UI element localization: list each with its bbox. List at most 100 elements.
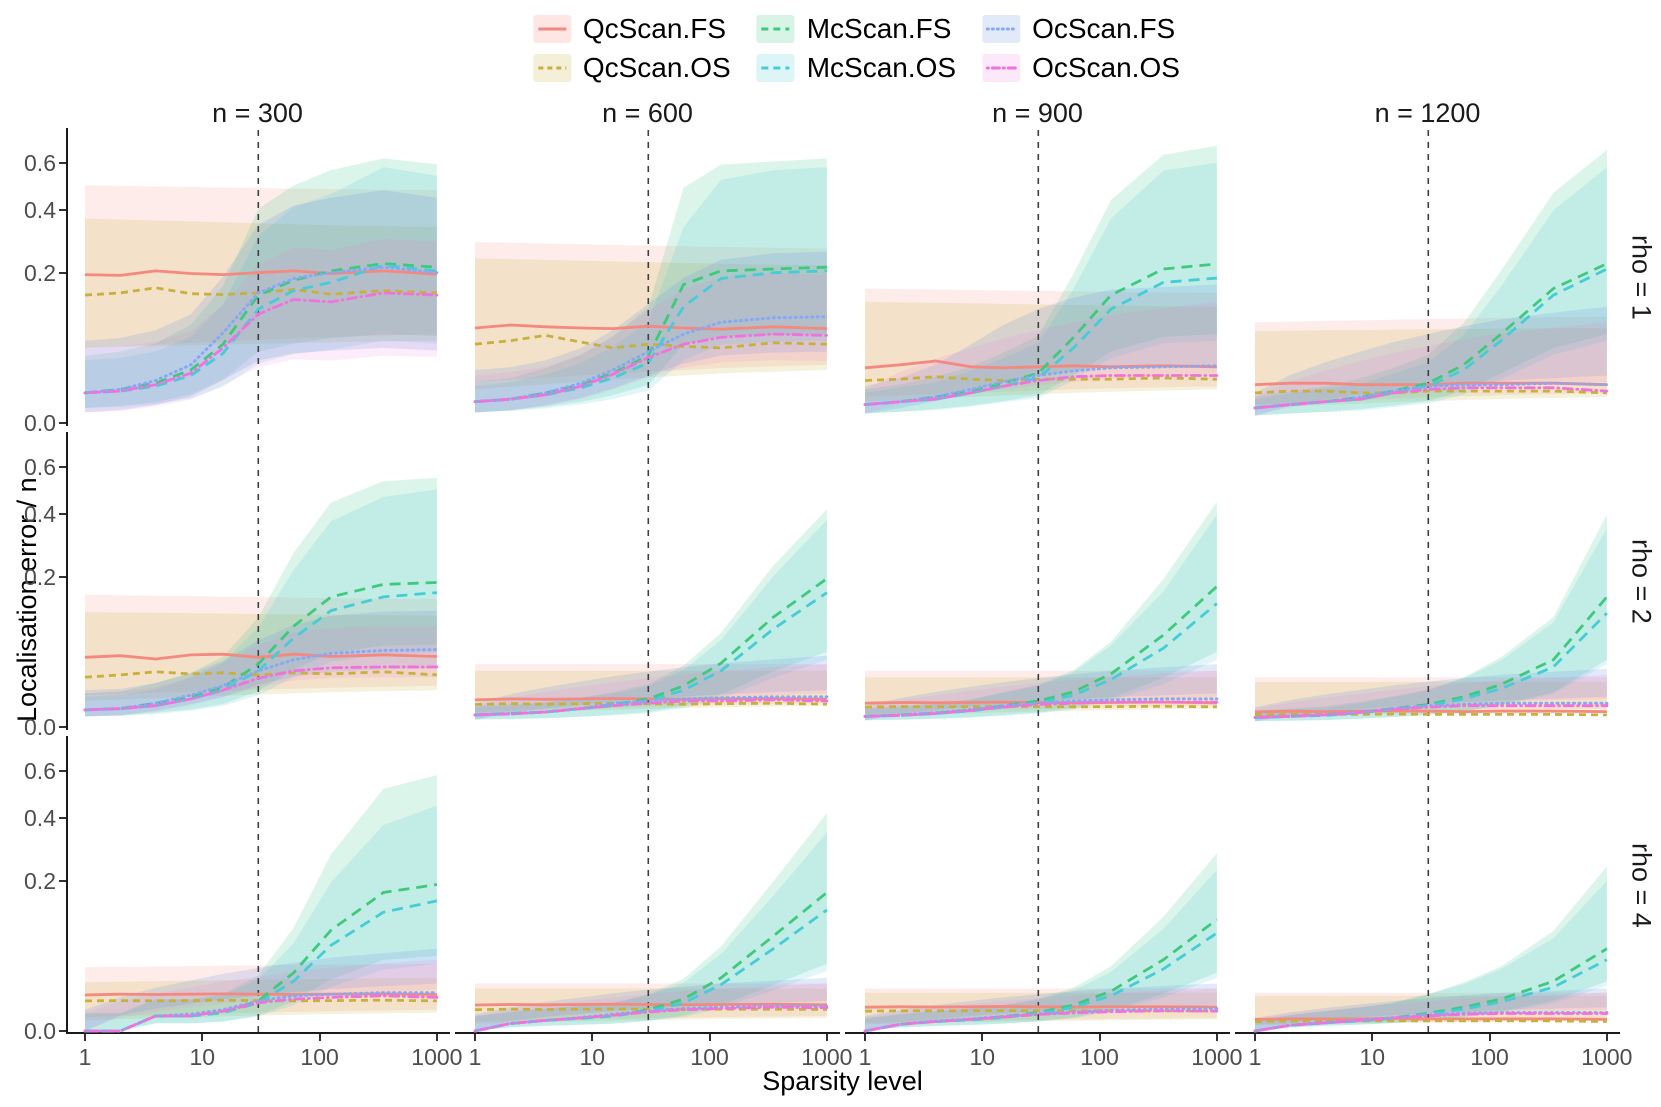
x-tick-label: 1000 — [1581, 1044, 1633, 1070]
line-McScan.FS — [1254, 595, 1608, 719]
ribbon-McScan.OS — [475, 519, 827, 720]
panel-rho=1-n=600 — [473, 130, 829, 426]
x-axis-line — [66, 1032, 450, 1034]
legend-item-ocscan-fs: OcScan.FS — [982, 13, 1180, 45]
line-OcScan.FS — [1253, 381, 1609, 410]
legend-label: OcScan.FS — [1032, 13, 1176, 44]
ribbon-McScan.FS — [865, 853, 1217, 1031]
line-OcScan.FS — [83, 648, 439, 712]
x-axis-line — [845, 1032, 1230, 1034]
ribbon-OcScan.FS — [85, 190, 437, 413]
legend-key-qcscan-os — [532, 54, 571, 82]
ribbon-OcScan.OS — [475, 664, 827, 720]
x-tick-mark — [318, 1034, 321, 1041]
line-OcScan.OS — [473, 1005, 829, 1033]
line-sample-icon — [537, 27, 566, 31]
ribbon-McScan.OS — [1255, 528, 1607, 722]
line-sample-icon — [761, 66, 790, 70]
panel-rho=1-n=1200 — [1253, 130, 1609, 426]
ribbon-OcScan.OS — [865, 301, 1217, 414]
y-tick-mark — [59, 575, 66, 578]
y-tick-label: 0.2 — [24, 867, 56, 894]
x-tick-label: 10 — [1359, 1044, 1386, 1070]
line-QcScan.FS — [864, 1005, 1217, 1009]
y-tick-mark — [59, 513, 66, 516]
ribbon-McScan.OS — [475, 167, 827, 413]
ribbon-McScan.FS — [475, 509, 827, 720]
x-tick-mark — [1605, 1034, 1608, 1041]
y-axis-line — [66, 432, 68, 730]
legend: QcScan.FS McScan.FS OcScan.FS QcScan.OS … — [532, 13, 1180, 84]
panel-rho=1-n=900 — [863, 130, 1219, 426]
y-tick-label: 0.6 — [24, 757, 56, 784]
y-tick-mark — [59, 271, 66, 274]
y-tick-label: 0.0 — [24, 714, 56, 740]
line-OcScan.OS — [863, 1009, 1219, 1033]
line-QcScan.OS — [864, 704, 1217, 709]
x-tick-label: 1 — [1248, 1044, 1262, 1070]
panel-rho=4-n=1200 — [1253, 738, 1609, 1034]
ribbon-McScan.OS — [85, 489, 437, 717]
line-QcScan.OS — [474, 701, 827, 706]
y-tick-mark — [59, 209, 66, 212]
x-tick-label: 10 — [189, 1044, 216, 1070]
x-axis-line — [455, 1032, 840, 1034]
panel-rho=2-n=300 — [83, 434, 439, 730]
ribbon-QcScan.FS — [85, 594, 437, 696]
ribbon-McScan.FS — [475, 158, 827, 413]
x-tick-label: 1000 — [1191, 1044, 1243, 1070]
line-OcScan.OS — [1253, 1012, 1609, 1033]
line-McScan.FS — [474, 265, 827, 404]
y-tick-label: 0.6 — [24, 149, 56, 176]
panel-rho=4-n=600 — [473, 738, 829, 1034]
ribbon-McScan.FS — [1255, 150, 1607, 416]
ribbon-OcScan.FS — [475, 251, 827, 413]
line-McScan.FS — [1254, 947, 1608, 1033]
ribbon-McScan.FS — [1255, 866, 1607, 1031]
panel-rho=2-n=1200 — [1253, 434, 1609, 730]
y-tick-mark — [59, 161, 66, 164]
line-McScan.FS — [84, 262, 437, 395]
y-tick-label: 0.4 — [24, 805, 56, 832]
x-tick-label: 1000 — [801, 1044, 853, 1070]
line-McScan.OS — [864, 931, 1218, 1033]
ribbon-OcScan.FS — [865, 284, 1217, 414]
line-OcScan.FS — [473, 695, 829, 717]
y-axis-line — [66, 736, 68, 1034]
line-QcScan.FS — [474, 323, 827, 331]
line-QcScan.FS — [474, 1002, 827, 1007]
legend-label: QcScan.OS — [582, 52, 731, 83]
ribbon-OcScan.OS — [475, 272, 827, 413]
ribbon-McScan.FS — [865, 501, 1217, 721]
ribbon-McScan.OS — [865, 162, 1217, 414]
ribbon-McScan.FS — [865, 145, 1217, 414]
x-tick-mark — [435, 1034, 438, 1041]
y-tick-mark — [59, 726, 66, 728]
ribbon-McScan.FS — [475, 813, 827, 1031]
panel-rho=1-n=300 — [83, 130, 439, 426]
facet-row-strip-rho4: rho = 4 — [1626, 842, 1657, 928]
facet-col-header-n900: n = 900 — [992, 98, 1083, 128]
ribbon-McScan.FS — [85, 775, 437, 1031]
y-axis-line — [66, 128, 68, 426]
x-tick-mark — [474, 1034, 476, 1041]
line-QcScan.OS — [84, 670, 437, 679]
ribbon-OcScan.FS — [85, 610, 437, 717]
legend-label: QcScan.FS — [582, 13, 727, 44]
x-tick-mark — [1488, 1034, 1491, 1041]
ribbon-McScan.FS — [85, 158, 437, 408]
ribbon-QcScan.FS — [1255, 677, 1607, 717]
y-tick-label: 0.4 — [24, 501, 56, 528]
panel-rho=2-n=900 — [863, 434, 1219, 730]
ribbon-McScan.FS — [1255, 514, 1607, 722]
ribbon-QcScan.FS — [85, 963, 437, 1018]
panel-rho=4-n=300 — [83, 738, 439, 1034]
x-tick-mark — [1098, 1034, 1101, 1041]
legend-label: OcScan.OS — [1032, 52, 1180, 83]
legend-key-mcscan-fs — [756, 15, 795, 43]
x-axis-label: Sparsity level — [762, 1066, 923, 1096]
ribbon-QcScan.OS — [475, 258, 827, 390]
facet-row-strip-rho2: rho = 2 — [1626, 538, 1657, 624]
line-QcScan.FS — [1254, 1016, 1607, 1021]
line-QcScan.FS — [1254, 709, 1607, 714]
